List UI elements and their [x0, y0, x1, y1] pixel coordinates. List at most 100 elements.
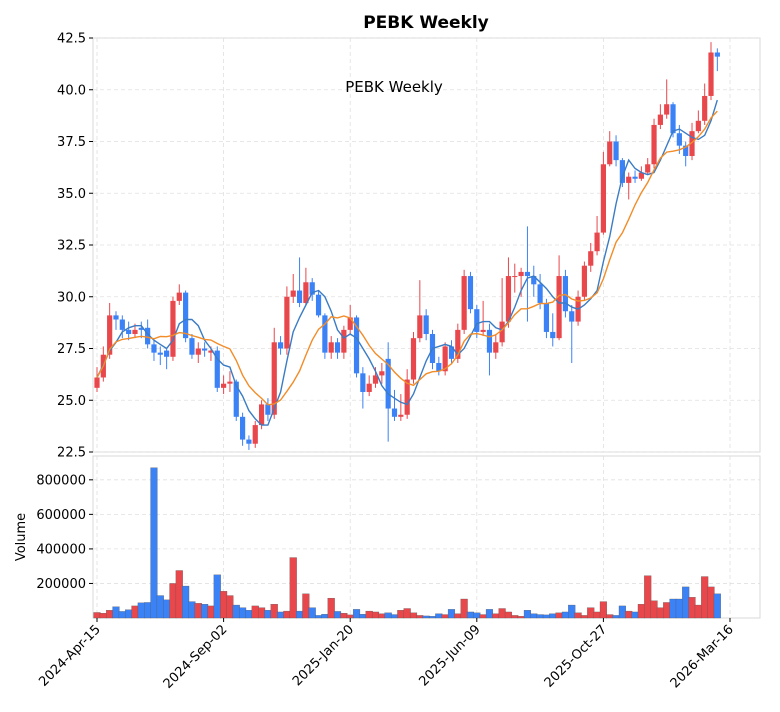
candle-body: [391, 408, 398, 417]
candle-body: [632, 176, 638, 179]
candle-body: [417, 315, 423, 339]
volume-bar: [428, 616, 437, 619]
candle-body: [645, 164, 651, 173]
volume-bar: [644, 575, 652, 619]
volume-bar: [561, 611, 569, 619]
volume-bar: [384, 612, 392, 619]
candle-body: [702, 95, 708, 121]
candle-body: [543, 302, 550, 332]
volume-bar: [587, 607, 595, 619]
x-tick-label: 2026-Mar-16: [668, 622, 737, 691]
candle-body: [208, 350, 214, 353]
volume-bar: [454, 613, 462, 619]
volume-bar: [182, 585, 190, 619]
candle-body: [651, 124, 657, 165]
candle-body: [689, 131, 695, 156]
volume-bar: [517, 616, 525, 619]
candle-body: [404, 379, 410, 415]
candle-body: [448, 346, 455, 359]
volume-bar: [625, 610, 633, 619]
volume-bar: [289, 557, 297, 619]
volume-panel: [92, 455, 761, 619]
volume-bar: [650, 600, 658, 619]
candle-body: [626, 176, 632, 183]
candle-body: [328, 342, 334, 353]
volume-bar: [397, 610, 405, 619]
volume-bar: [403, 608, 411, 619]
volume-bar: [599, 601, 607, 619]
candle-body: [683, 145, 689, 156]
candle-body: [296, 290, 303, 303]
volume-bar: [340, 613, 348, 619]
volume-bar: [378, 613, 386, 619]
candle-body: [170, 300, 176, 357]
candle-body: [410, 338, 417, 380]
volume-bar: [669, 598, 677, 619]
volume-bar: [707, 586, 715, 619]
volume-bar: [327, 597, 335, 619]
candle-body: [379, 371, 385, 376]
volume-bar: [612, 615, 620, 619]
candle-body: [436, 362, 442, 372]
volume-bar: [207, 605, 215, 619]
volume-bar: [498, 608, 506, 619]
candle-body: [372, 375, 379, 384]
volume-bar: [536, 614, 544, 619]
candle-body: [265, 404, 271, 415]
price-tick-label: 27.5: [57, 342, 86, 357]
volume-bar: [333, 611, 342, 619]
candle-body: [322, 315, 328, 353]
candle-body: [233, 381, 239, 417]
volume-bar: [523, 610, 531, 619]
volume-bar: [277, 611, 285, 619]
volume-bar: [137, 602, 145, 619]
candle-body: [613, 141, 619, 161]
volume-tick-label: 800000: [36, 473, 86, 488]
candle-body: [119, 319, 125, 330]
volume-bar: [270, 604, 278, 619]
candle-body: [360, 373, 366, 392]
candle-body: [512, 276, 518, 278]
candle-body: [474, 309, 480, 332]
volume-bar: [473, 612, 481, 619]
volume-bar: [460, 598, 468, 619]
x-tick-label: 2024-Sep-02: [161, 622, 231, 692]
chart-title: PEBK Weekly: [363, 13, 489, 33]
candle-body: [518, 271, 524, 277]
candle-body: [366, 383, 372, 392]
candle-body: [657, 114, 663, 125]
price-tick-label: 35.0: [57, 187, 86, 202]
volume-bar: [239, 607, 247, 619]
volume-bar: [422, 615, 430, 619]
candle-body: [385, 358, 391, 409]
volume-bar: [232, 604, 240, 619]
ma-slow-line: [96, 110, 718, 406]
chart-annotation: PEBK Weekly: [345, 78, 443, 96]
candle-body: [246, 439, 252, 444]
candle-body: [714, 52, 720, 57]
volume-bar: [688, 597, 696, 619]
volume-bar: [314, 615, 323, 619]
price-tick-label: 42.5: [57, 32, 86, 47]
candle-body: [277, 342, 284, 349]
volume-bar: [466, 611, 475, 619]
candle-body: [581, 265, 588, 297]
candle-body: [347, 317, 353, 330]
x-tick-label: 2025-Oct-27: [542, 622, 610, 690]
candle-body: [594, 232, 600, 252]
volume-bars: [93, 467, 721, 619]
candle-body: [531, 276, 537, 285]
volume-bar: [542, 614, 550, 619]
candle-body: [239, 416, 246, 440]
candlesticks: [94, 42, 720, 450]
candle-body: [252, 425, 258, 444]
volume-bar: [106, 610, 114, 619]
volume-bar: [112, 606, 120, 619]
volume-tick-label: 400000: [36, 542, 86, 557]
candle-body: [537, 284, 543, 303]
candle-body: [227, 381, 233, 384]
volume-bar: [194, 603, 202, 619]
volume-bar: [321, 614, 329, 619]
volume-bar: [675, 598, 683, 619]
